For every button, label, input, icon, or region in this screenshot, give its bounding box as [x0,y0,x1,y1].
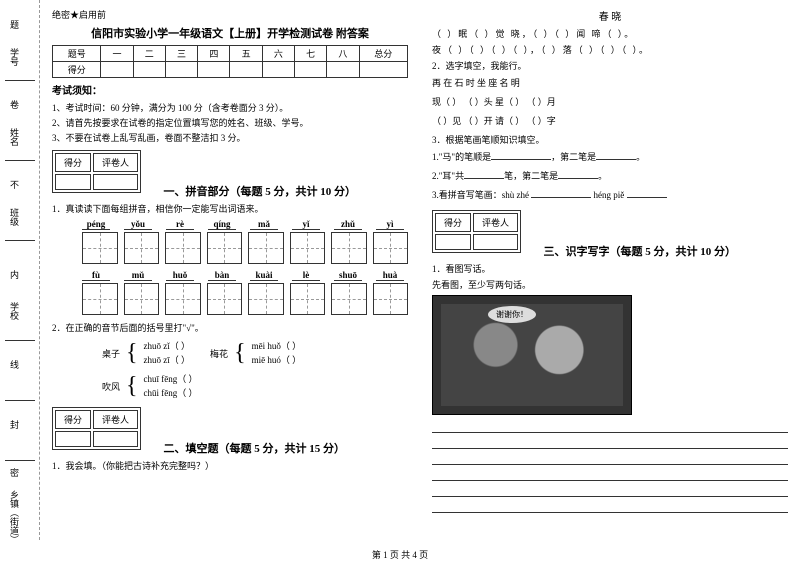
notice-item: 1、考试时间：60 分钟，满分为 100 分（含考卷面分 3 分）。 [52,101,408,114]
section-3-title: 三、识字写字（每题 5 分，共计 10 分） [544,246,737,258]
q6-text: 1．看图写话。 [432,262,788,275]
speech-bubble: 谢谢你！ [488,306,536,323]
q4-line: （ ）见 （ ）开 请（ ） （ ）字 [432,113,788,129]
section-1-title: 一、拼音部分（每题 5 分，共计 10 分） [164,186,357,198]
sidebar-line [5,80,35,81]
binding-sidebar: 题 学号 卷 姓名 不 班级 内 学校 线 封 密 乡镇（街道） [0,0,40,540]
sidebar-mark: 密 [8,468,21,477]
sidebar-label: 姓名 [8,128,21,146]
q4-line: 再 在 石 时 坐 座 名 明 [432,75,788,91]
write-line[interactable] [432,419,788,433]
q5-line: 2."耳"共笔，第二笔是。 [432,168,788,184]
write-line[interactable] [432,499,788,513]
write-line[interactable] [432,467,788,481]
page-footer: 第 1 页 共 4 页 [0,548,800,561]
sidebar-label: 学号 [8,48,21,66]
q1-text: 1．真读读下面每组拼音，相信你一定能写出词语来。 [52,202,408,215]
sidebar-mark: 线 [8,360,21,369]
write-line[interactable] [432,451,788,465]
left-column: 绝密★启用前 信阳市实验小学一年级语文【上册】开学检测试卷 附答案 题号 一 二… [40,0,420,540]
q4-line: 现（ ） （ ）头 星（ ） （ ）月 [432,94,788,110]
char-grid-row [82,283,408,315]
th: 四 [198,46,230,62]
exam-title: 信阳市实验小学一年级语文【上册】开学检测试卷 附答案 [52,25,408,41]
q2-item: 吹风{ chuī fēng（ ）chūi fēng（ ） [102,372,408,401]
q2-text: 2．在正确的音节后面的括号里打"√"。 [52,321,408,334]
q5-text: 3．根据笔画笔顺知识填空。 [432,133,788,146]
write-line[interactable] [432,483,788,497]
th: 三 [165,46,197,62]
notice-item: 3、不要在试卷上乱写乱画，卷面不整洁扣 3 分。 [52,131,408,144]
score-mini-box: 得分评卷人 [52,407,141,450]
sidebar-mark: 内 [8,270,21,279]
th: 七 [294,46,326,62]
th: 二 [133,46,165,62]
pinyin-row-1: péng yǒu rè qíng mǎ yǐ zhǔ yì [82,219,408,230]
sidebar-label: 乡镇（街道） [8,490,21,540]
sidebar-line [5,340,35,341]
pinyin-row-2: fù mǔ huǒ bàn kuài lè shuō huà [82,270,408,281]
poem-line: （ ）眠（ ）觉 晓，（ ）（ ）闻 啼（ ）。 [432,27,788,40]
notice-title: 考试须知： [52,82,408,97]
sidebar-line [5,240,35,241]
sidebar-line [5,160,35,161]
q2-item: 桌子{ zhuō zǐ（ ）zhuō zī（ ） [102,339,190,368]
sidebar-label: 学校 [8,302,21,320]
right-column: 春 晓 （ ）眠（ ）觉 晓，（ ）（ ）闻 啼（ ）。 夜（ ）（ ）（ ）（… [420,0,800,540]
illustration-image: 谢谢你！ [432,295,632,415]
char-grid-row [82,232,408,264]
q5-line: 1."马"的笔顺是，第二笔是。 [432,149,788,165]
score-table: 题号 一 二 三 四 五 六 七 八 总分 得分 [52,45,408,78]
sidebar-line [5,460,35,461]
score-mini-box: 得分评卷人 [52,150,141,193]
section-2-title: 二、填空题（每题 5 分，共计 15 分） [164,443,346,455]
write-line[interactable] [432,435,788,449]
th: 题号 [53,46,101,62]
th: 八 [327,46,359,62]
sidebar-label: 班级 [8,208,21,226]
sidebar-mark: 题 [8,20,21,29]
q5-line: 3.看拼音写笔画：shù zhé héng piě [432,187,788,203]
poem-line: 夜（ ）（ ）（ ）（ ），（ ）落（ ）（ ）（ ）。 [432,43,788,56]
q6-sub: 先看图，至少写两句话。 [432,278,788,291]
th: 六 [262,46,294,62]
sidebar-mark: 封 [8,420,21,429]
q2-item: 梅花{ mēi huǒ（ ）miē huó（ ） [210,339,301,368]
sidebar-mark: 不 [8,180,21,189]
td: 得分 [53,62,101,78]
notice-item: 2、请首先按要求在试卷的指定位置填写您的姓名、班级、学号。 [52,116,408,129]
secrecy-tag: 绝密★启用前 [52,8,408,21]
th: 总分 [359,46,407,62]
poem-title: 春 晓 [432,8,788,23]
sidebar-mark: 卷 [8,100,21,109]
th: 一 [101,46,133,62]
q4-text: 2．选字填空，我能行。 [432,59,788,72]
th: 五 [230,46,262,62]
score-mini-box: 得分评卷人 [432,210,521,253]
q3-text: 1．我会填。（你能把古诗补充完整吗？） [52,459,408,472]
sidebar-line [5,400,35,401]
char-grid[interactable] [82,232,118,264]
